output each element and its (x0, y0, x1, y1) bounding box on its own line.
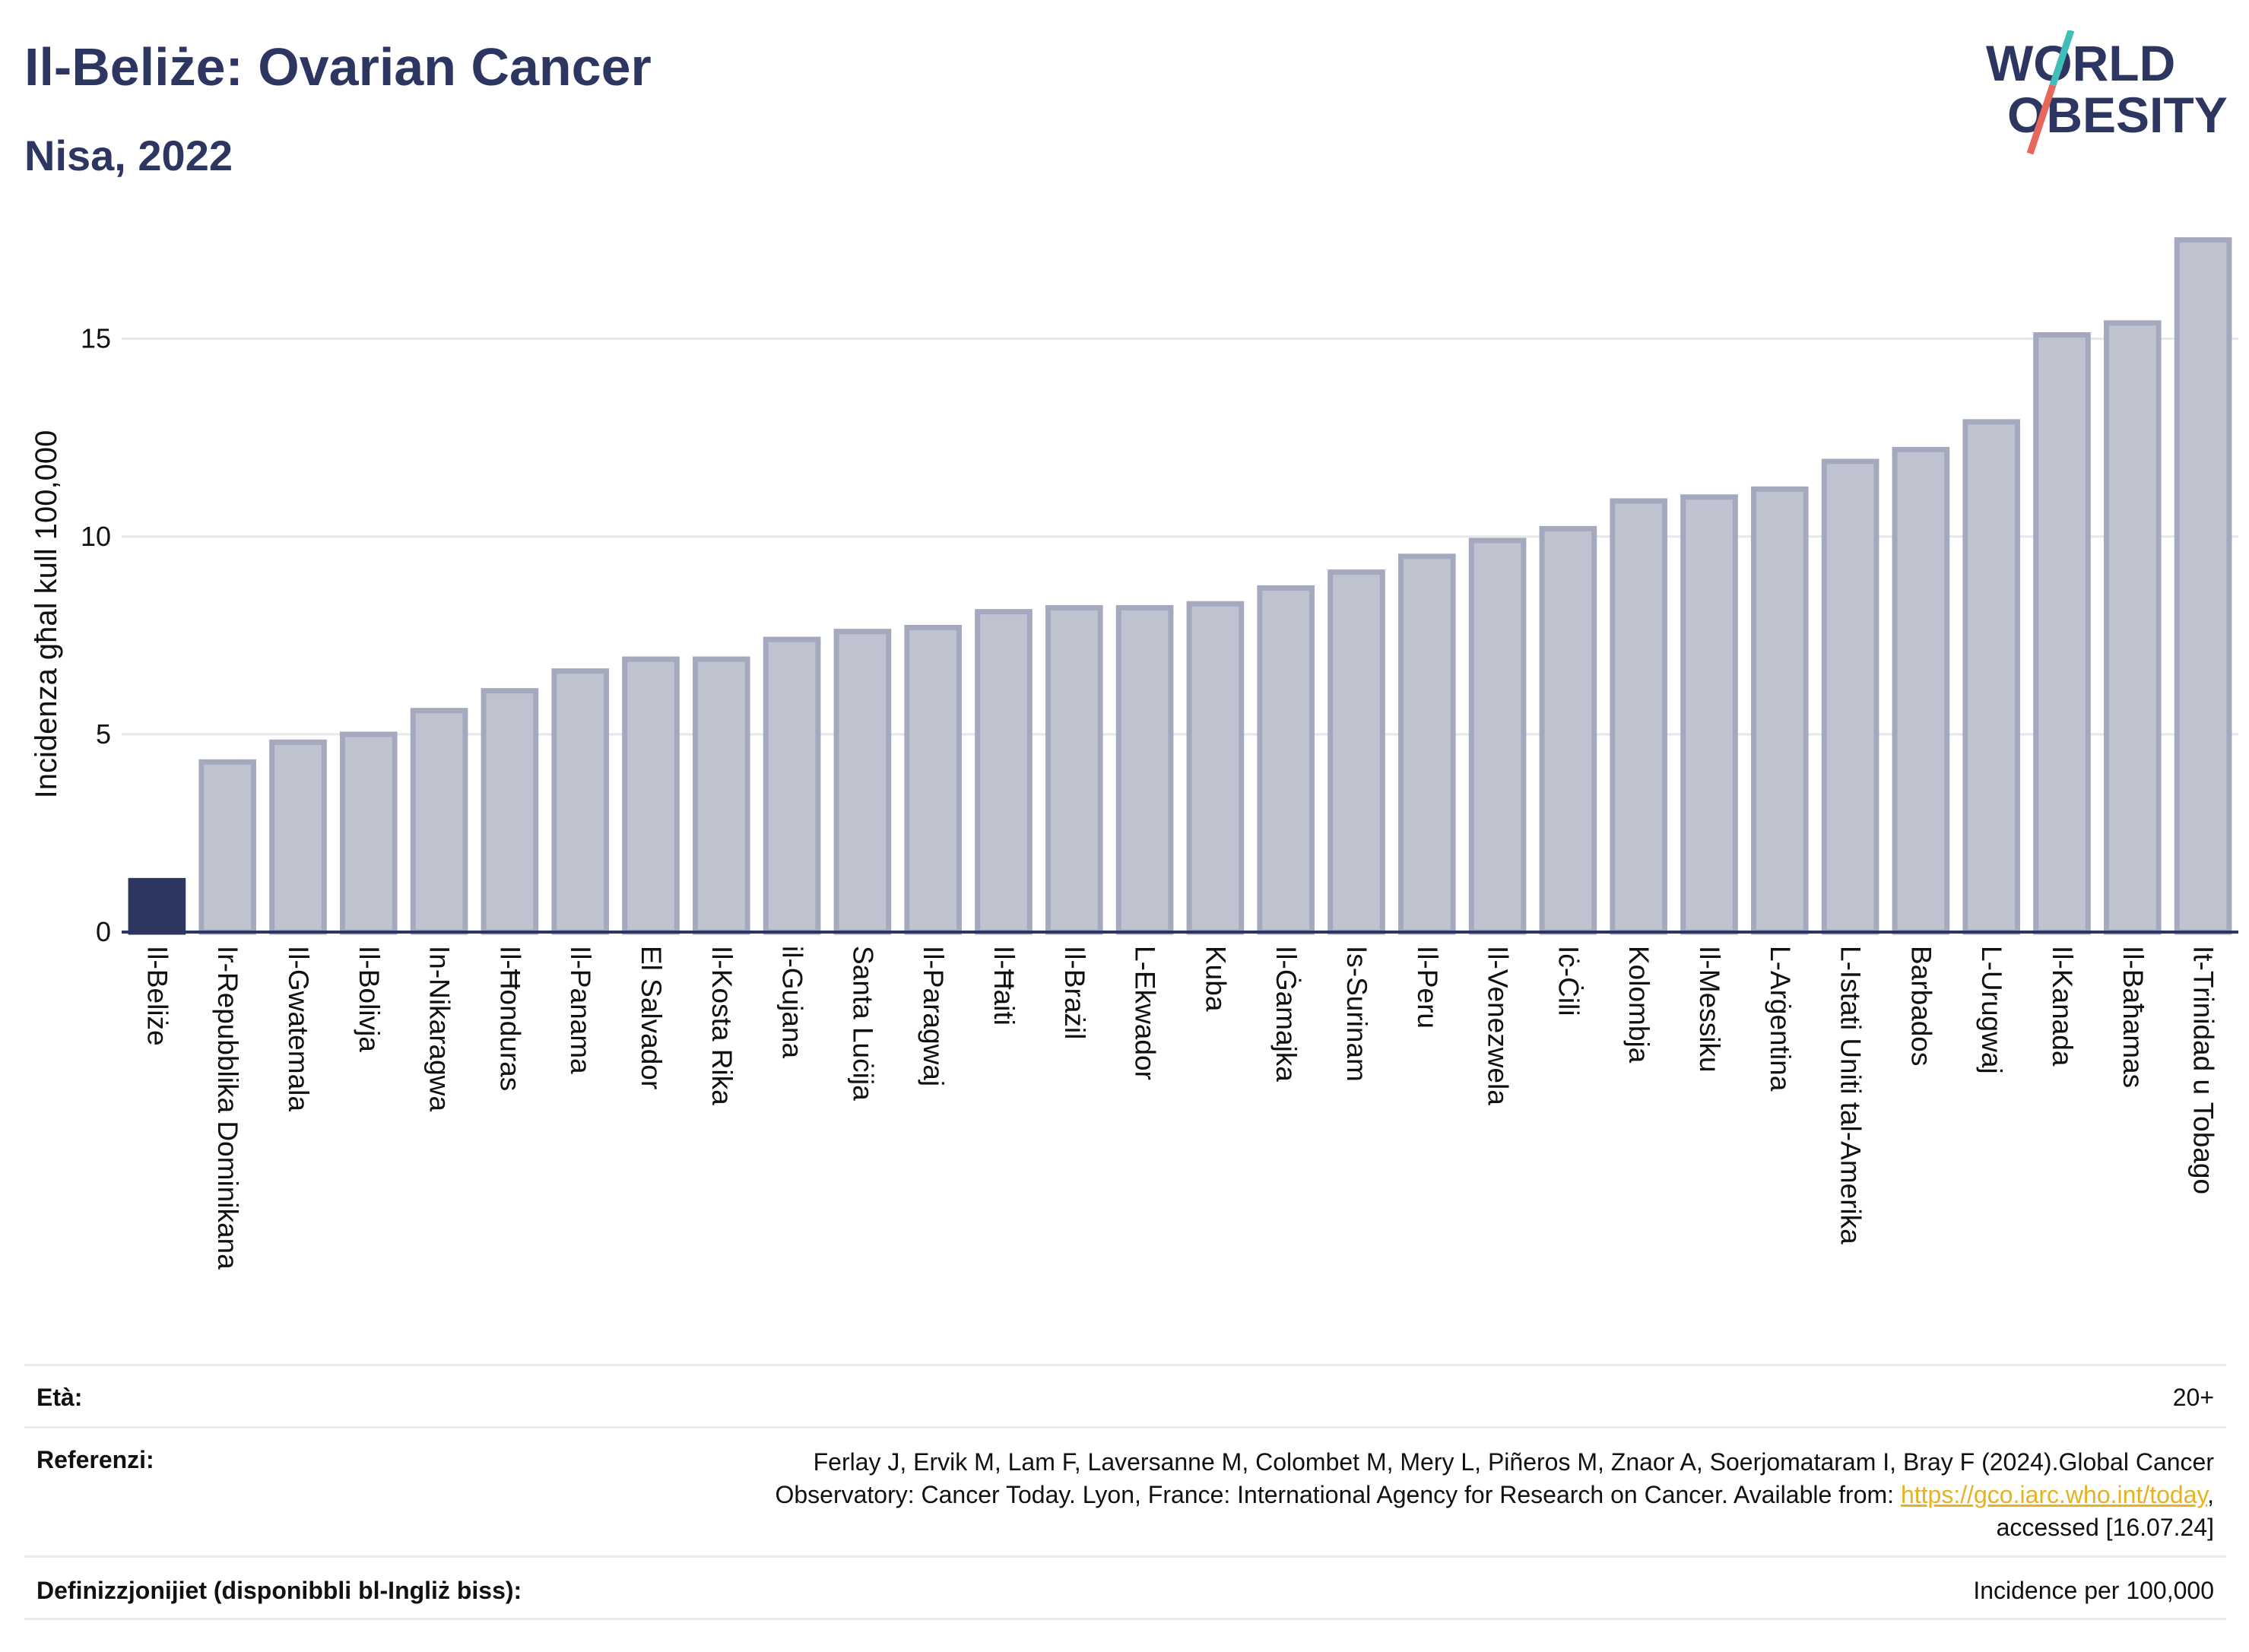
grid-lines (122, 338, 2238, 736)
bar-29[interactable] (2174, 237, 2232, 935)
x-tick-label: Ir-Repubblika Dominikana (212, 946, 243, 1270)
x-tick-label: Is-Surinam (1341, 946, 1372, 1082)
x-tick-label: Il-Bolivja (354, 946, 385, 1052)
tick-labels: 0 5 10 15 Il-Beliże Ir-Repubblika Dominikana I… (81, 323, 2219, 1270)
bar-26[interactable] (1962, 419, 2021, 935)
age-value: 20+ (2172, 1384, 2214, 1411)
bar-17[interactable] (1328, 569, 1385, 935)
x-tick-label: It-Trinidad u Tobago (2188, 946, 2219, 1194)
x-tick-label: Il-Kosta Rika (706, 946, 738, 1105)
divider (24, 1555, 2226, 1558)
bar-20[interactable] (1539, 525, 1597, 935)
world-obesity-logo: WORLD OBESITY (1986, 30, 2228, 155)
reference-row: Referenzi: Ferlay J, Ervik M, Lam F, Lav… (24, 1446, 2226, 1552)
x-tick-label: Il-Gwatemala (283, 946, 314, 1111)
x-tick-label: Il-Ħonduras (494, 946, 525, 1091)
reference-text: Ferlay J, Ervik M, Lam F, Laversanne M, … (617, 1446, 2214, 1544)
y-tick-label: 15 (81, 323, 111, 354)
x-tick-label: L-Ekwador (1130, 946, 1161, 1080)
bar-18[interactable] (1397, 553, 1456, 935)
bar-0[interactable] (128, 877, 186, 935)
divider (24, 1618, 2226, 1620)
y-axis-label: Incidenza għal kull 100,000 (30, 430, 63, 799)
bar-4[interactable] (410, 708, 468, 935)
reference-line1: Ferlay J, Ervik M, Lam F, Laversanne M, … (813, 1448, 2214, 1476)
x-tick-label: Il-Ħaiti (988, 946, 1020, 1026)
age-row: Età: 20+ (24, 1384, 2226, 1422)
divider (24, 1364, 2226, 1366)
definitions-row: Definizzjonijiet (disponibbli bl-Ingliż … (24, 1577, 2226, 1615)
bar-7[interactable] (622, 656, 680, 935)
y-tick-label: 5 (96, 718, 111, 750)
bar-25[interactable] (1892, 446, 1950, 935)
logo-line1: WORLD (1986, 35, 2175, 91)
x-tick-label: Il-Ġamajka (1270, 946, 1302, 1082)
chart-title: Il-Beliże: Ovarian Cancer (24, 37, 652, 97)
logo-slash-top (2049, 30, 2075, 87)
reference-line2-text: Observatory: Cancer Today. Lyon, France:… (775, 1481, 1901, 1508)
bar-14[interactable] (1115, 604, 1174, 935)
bar-3[interactable] (339, 731, 398, 935)
definitions-label: Definizzjonijiet (disponibbli bl-Ingliż … (36, 1577, 522, 1604)
x-tick-label: L-Urugwaj (1976, 946, 2007, 1074)
bar-16[interactable] (1257, 585, 1315, 935)
bar-23[interactable] (1750, 486, 1809, 935)
bar-10[interactable] (833, 629, 892, 935)
x-tick-label: Il-Peru (1412, 946, 1443, 1029)
x-tick-label: In-Nikaragwa (424, 946, 455, 1111)
x-tick-label: Il-Venezwela (1483, 946, 1514, 1105)
bar-9[interactable] (763, 636, 821, 935)
bar-5[interactable] (481, 688, 539, 935)
x-tick-label: Il-Panama (565, 946, 596, 1074)
x-tick-label: L-Istati Uniti tal-Amerika (1835, 946, 1867, 1245)
x-tick-label: Il-Baħamas (2117, 946, 2149, 1088)
x-tick-label: Iċ-Ċili (1553, 946, 1584, 1016)
bar-15[interactable] (1186, 601, 1245, 935)
bar-2[interactable] (269, 739, 327, 935)
bar-22[interactable] (1680, 494, 1738, 935)
x-tick-label: L-Arġentina (1765, 946, 1796, 1092)
bar-28[interactable] (2103, 320, 2162, 935)
chart-subtitle: Nisa, 2022 (24, 132, 233, 179)
bar-24[interactable] (1821, 458, 1879, 935)
x-tick-label: il-Gujana (777, 946, 808, 1058)
age-label: Età: (36, 1384, 83, 1411)
bar-12[interactable] (975, 609, 1033, 935)
x-tick-label: El Salvador (636, 946, 667, 1089)
definitions-value: Incidence per 100,000 (1973, 1577, 2214, 1604)
x-tick-label: Kuba (1200, 946, 1231, 1012)
bars (128, 237, 2232, 935)
bar-6[interactable] (551, 668, 610, 935)
y-tick-label: 10 (81, 521, 111, 552)
x-tick-label: Barbados (1905, 946, 1937, 1066)
bar-13[interactable] (1045, 604, 1103, 935)
x-tick-label: Santa Luċija (847, 946, 878, 1101)
x-tick-label: Il-Messiku (1694, 946, 1725, 1073)
logo-slash-bottom (2026, 84, 2057, 155)
x-tick-label: Kolombja (1623, 946, 1654, 1064)
y-tick-label: 0 (96, 916, 111, 947)
x-tick-label: Il-Paragwaj (918, 946, 949, 1086)
reference-link[interactable]: https://gco.iarc.who.int/today (1900, 1481, 2208, 1508)
bar-19[interactable] (1468, 537, 1527, 935)
bar-8[interactable] (692, 656, 750, 935)
reference-line2-suffix: , (2207, 1481, 2214, 1508)
divider (24, 1426, 2226, 1428)
bar-1[interactable] (198, 759, 257, 935)
reference-label: Referenzi: (36, 1446, 154, 1473)
x-tick-label: Il-Beliże (141, 946, 173, 1046)
bar-21[interactable] (1610, 498, 1668, 935)
x-tick-label: Il-Brażil (1059, 946, 1090, 1039)
reference-line2: Observatory: Cancer Today. Lyon, France:… (617, 1479, 2214, 1511)
bar-27[interactable] (2033, 331, 2091, 935)
x-tick-label: Il-Kanada (2047, 946, 2078, 1067)
bar-11[interactable] (904, 624, 963, 935)
reference-line3: accessed [16.07.24] (1996, 1514, 2214, 1541)
bar-chart: 0 5 10 15 Il-Beliże Ir-Repubblika Dominikana I… (30, 237, 2238, 1270)
